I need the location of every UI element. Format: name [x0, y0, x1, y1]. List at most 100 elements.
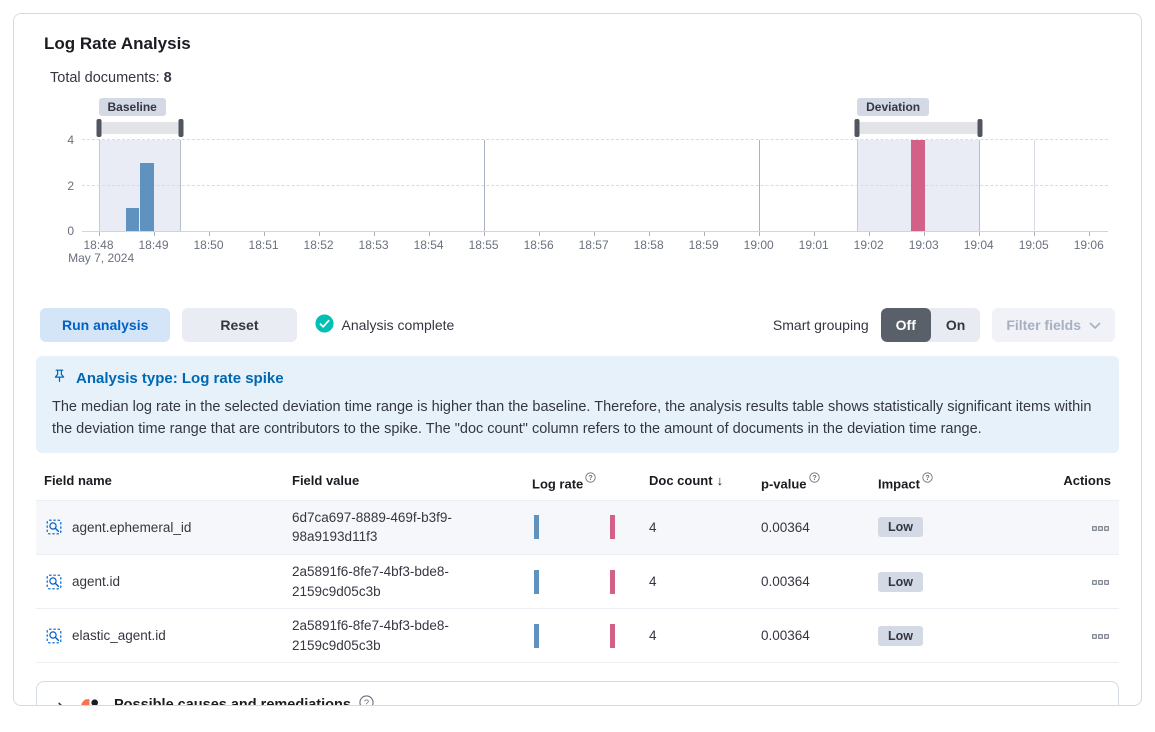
x-tick-label: 18:58 — [633, 238, 664, 252]
deviation-brush-handle-left[interactable] — [854, 119, 860, 137]
doc-count-value: 4 — [649, 574, 657, 590]
x-tickmark — [428, 232, 430, 236]
baseline-bar — [125, 208, 140, 231]
x-tick-label: 19:01 — [798, 238, 829, 252]
row-actions-icon[interactable] — [1090, 523, 1111, 534]
x-tick-label: 18:57 — [578, 238, 609, 252]
x-tick-label: 18:48 — [83, 238, 114, 252]
table-row: agent.id 2a5891f6-8fe7-4bf3-bde8-2159c9d0… — [36, 553, 1119, 609]
table-header-row: Field name Field value Log rate? Doc cou… — [36, 463, 1119, 501]
baseline-badge: Baseline — [98, 98, 166, 116]
log-rate-info-icon[interactable]: ? — [585, 471, 596, 486]
smart-grouping-toggle: Off On — [880, 308, 981, 342]
svg-text:?: ? — [589, 474, 593, 481]
log-rate-header[interactable]: Log rate? — [524, 463, 641, 501]
field-name-value: elastic_agent.id — [72, 628, 166, 644]
field-statistics-icon[interactable] — [44, 626, 64, 646]
sort-desc-icon: ↓ — [716, 473, 724, 489]
deviation-badge: Deviation — [857, 98, 930, 116]
ai-assistant-panel: Possible causes and remediations ? Get h… — [36, 681, 1119, 706]
field-value-text: 6d7ca697-8889-469f-b3f9-98a9193d11f3 — [292, 509, 452, 545]
page-title: Log Rate Analysis — [44, 34, 191, 53]
check-circle-icon — [314, 314, 334, 336]
total-documents-value: 8 — [163, 70, 172, 86]
analysis-status: Analysis complete — [314, 314, 454, 336]
field-name-header: Field name — [44, 473, 112, 489]
deviation-bar — [911, 140, 926, 231]
baseline-brush-handle-right[interactable] — [178, 119, 184, 137]
baseline-brush[interactable] — [98, 122, 182, 134]
filter-fields-button[interactable]: Filter fields — [992, 308, 1115, 342]
analysis-type-callout: Analysis type: Log rate spike The median… — [36, 356, 1119, 453]
smart-grouping-off-button[interactable]: Off — [880, 308, 931, 342]
sparkline-deviation-bar — [610, 515, 615, 540]
ai-panel-menu-icon[interactable] — [1068, 703, 1098, 705]
chart-plot: 0 2 4 — [67, 133, 1108, 238]
x-axis-date-label: May 7, 2024 — [68, 251, 135, 265]
x-tickmark — [538, 232, 540, 236]
field-value-text: 2a5891f6-8fe7-4bf3-bde8-2159c9d05c3b — [292, 563, 449, 599]
x-tickmark — [703, 232, 705, 236]
callout-title: Analysis type: Log rate spike — [76, 369, 284, 387]
brush-row: Baseline Deviation — [82, 98, 1108, 140]
x-tick-label: 18:50 — [193, 238, 224, 252]
reset-button[interactable]: Reset — [182, 308, 297, 342]
impact-badge: Low — [878, 625, 923, 646]
sparkline-baseline-bar — [534, 515, 539, 540]
x-tickmark — [593, 232, 595, 236]
p-value-value: 0.00364 — [761, 628, 810, 644]
x-tick-label: 19:03 — [908, 238, 939, 252]
chart-x-axis: 18:48 18:49 18:50 18:51 18:52 18:53 18:54 18:55… — [68, 232, 1108, 268]
run-analysis-button[interactable]: Run analysis — [40, 308, 171, 342]
row-actions-icon[interactable] — [1090, 577, 1111, 588]
x-tickmark — [318, 232, 320, 236]
pin-icon — [52, 368, 67, 388]
total-documents-label: Total documents: — [50, 70, 160, 86]
help-icon[interactable]: ? — [359, 695, 374, 705]
impact-badge: Low — [878, 517, 923, 538]
x-tickmark — [923, 232, 925, 236]
filter-fields-label: Filter fields — [1006, 317, 1081, 333]
x-gridline — [1033, 140, 1035, 231]
x-tick-label: 19:00 — [743, 238, 774, 252]
field-name-value: agent.ephemeral_id — [72, 519, 192, 535]
impact-info-icon[interactable]: ? — [922, 471, 933, 486]
x-tick-label: 19:02 — [853, 238, 884, 252]
impact-badge: Low — [878, 571, 923, 592]
p-value-value: 0.00364 — [761, 574, 810, 590]
ai-panel-text: Possible causes and remediations ? Get h… — [114, 695, 1068, 706]
impact-header[interactable]: Impact? — [870, 463, 990, 501]
total-documents: Total documents: 8 — [50, 70, 1119, 86]
doc-count-header[interactable]: Doc count ↓ — [649, 473, 724, 489]
smart-grouping-on-button[interactable]: On — [931, 308, 980, 342]
doc-count-value: 4 — [649, 519, 657, 535]
sparkline-baseline-bar — [534, 569, 539, 594]
x-tick-label: 18:54 — [413, 238, 444, 252]
table-row: agent.ephemeral_id 6d7ca697-8889-469f-b3f… — [36, 499, 1119, 555]
deviation-brush[interactable] — [857, 122, 981, 134]
log-rate-sparkline — [532, 623, 632, 649]
x-tickmark — [758, 232, 760, 236]
baseline-brush-handle-left[interactable] — [96, 119, 101, 137]
field-value-header: Field value — [292, 473, 360, 489]
deviation-brush-handle-right[interactable] — [977, 119, 983, 137]
field-statistics-icon[interactable] — [44, 517, 64, 537]
y-axis-label-4: 4 — [67, 133, 74, 147]
p-value-header[interactable]: p-value? — [753, 463, 870, 501]
row-actions-icon[interactable] — [1090, 631, 1111, 642]
x-tick-label: 18:59 — [688, 238, 719, 252]
expand-chevron-icon[interactable] — [53, 698, 70, 705]
x-tick-label: 18:52 — [303, 238, 334, 252]
svg-text:?: ? — [812, 474, 816, 481]
x-tickmark — [483, 232, 485, 236]
x-tickmark — [1088, 232, 1090, 236]
p-value-info-icon[interactable]: ? — [808, 471, 820, 486]
x-tick-label: 19:06 — [1073, 238, 1104, 252]
log-rate-sparkline — [532, 514, 632, 540]
x-tickmark — [978, 232, 980, 236]
p-value-value: 0.00364 — [761, 519, 810, 535]
field-statistics-icon[interactable] — [44, 572, 64, 592]
ai-panel-title: Possible causes and remediations — [114, 697, 351, 706]
y-axis-label-2: 2 — [67, 178, 74, 193]
x-tick-label: 18:51 — [248, 238, 279, 252]
